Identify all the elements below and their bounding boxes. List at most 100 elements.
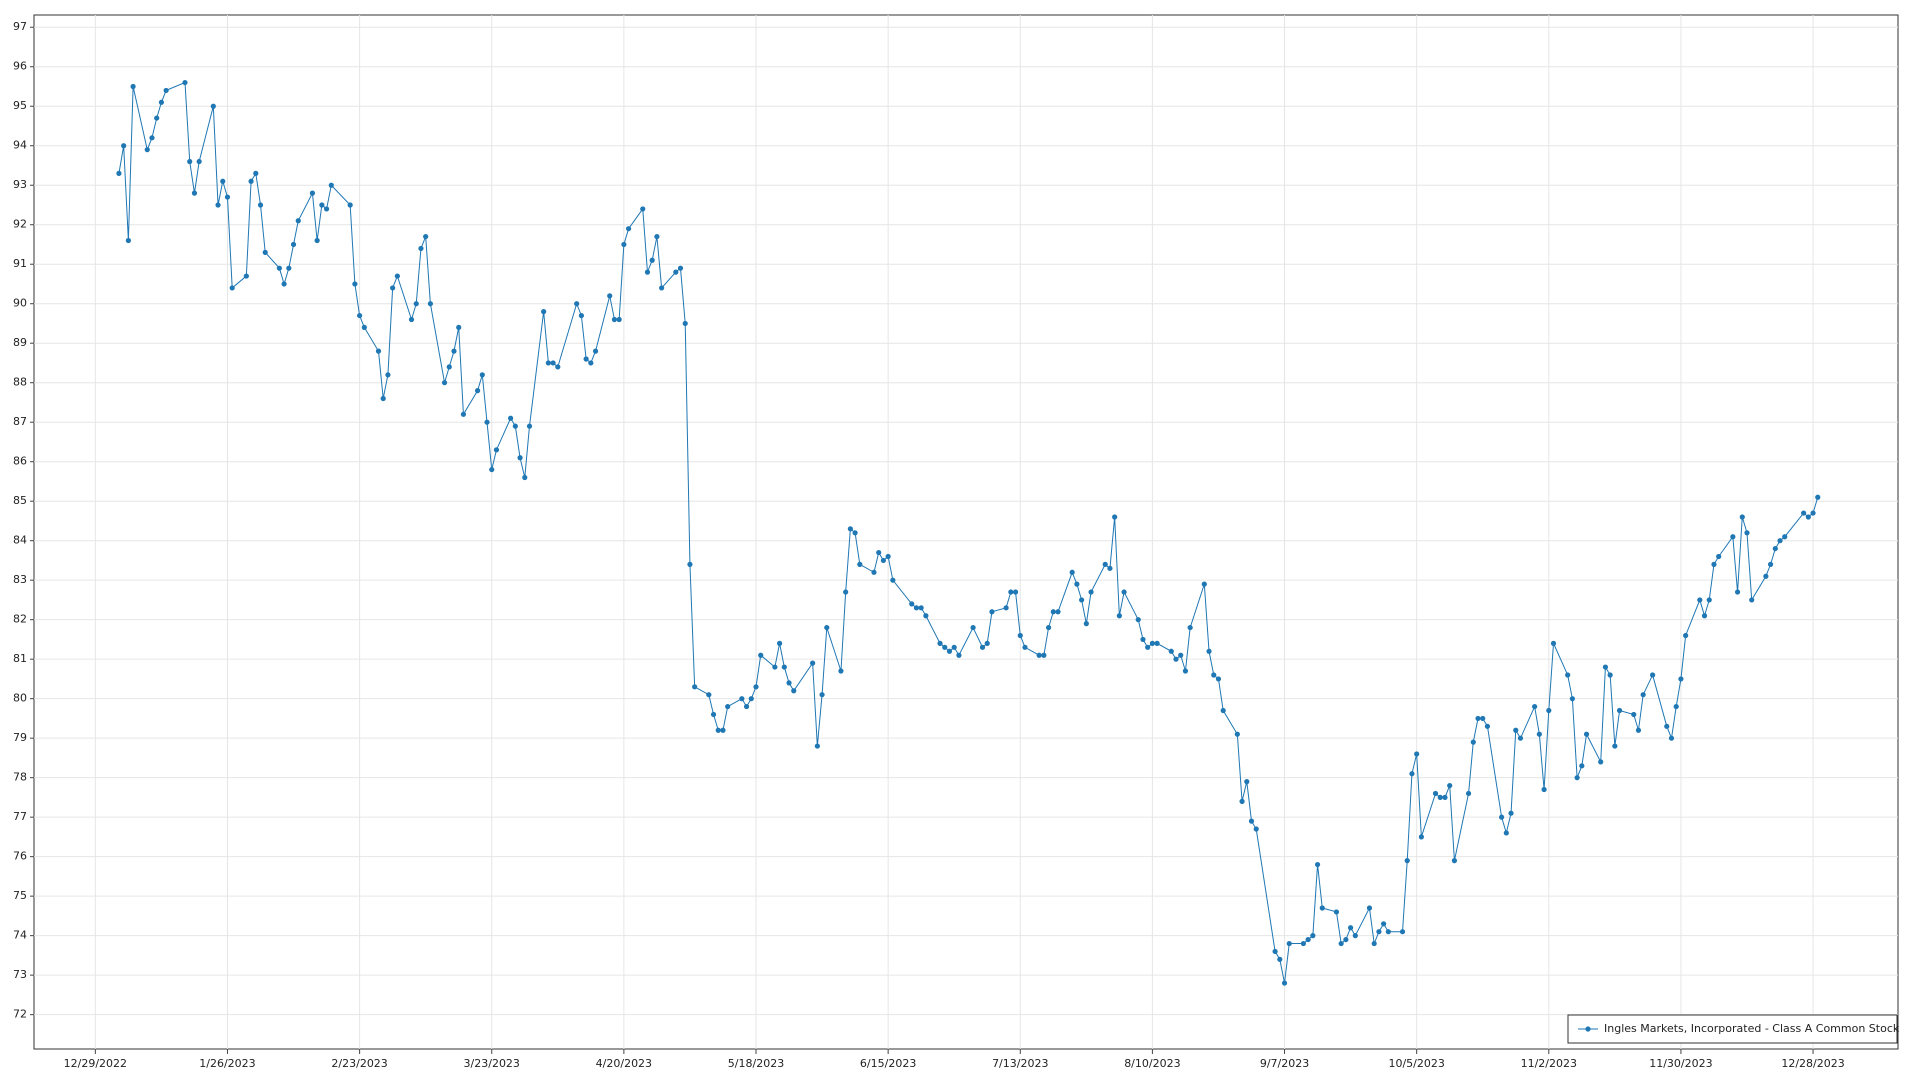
data-point	[541, 309, 547, 315]
y-tick-label: 85	[13, 494, 27, 507]
y-tick-label: 73	[13, 968, 27, 981]
y-tick-label: 76	[13, 850, 27, 863]
data-point	[1772, 545, 1778, 552]
data-point	[574, 301, 580, 307]
data-point	[890, 577, 896, 583]
data-point	[649, 257, 655, 263]
data-point	[644, 269, 651, 275]
data-point	[1121, 589, 1127, 595]
data-point	[1088, 589, 1094, 595]
data-point	[1050, 609, 1056, 615]
data-point	[1201, 581, 1207, 587]
data-point	[375, 348, 382, 354]
data-point	[1734, 589, 1741, 595]
data-point	[1399, 929, 1406, 935]
data-point	[243, 273, 249, 279]
data-point	[673, 269, 679, 275]
data-point	[1347, 925, 1354, 931]
data-point	[1697, 597, 1703, 603]
data-point	[1168, 648, 1174, 654]
data-point	[1499, 814, 1505, 820]
data-point	[1140, 636, 1146, 643]
data-point	[1017, 632, 1023, 639]
data-point	[1281, 980, 1288, 986]
data-point	[725, 703, 731, 710]
data-point	[1079, 597, 1085, 603]
data-point	[715, 727, 721, 733]
y-tick-label: 96	[13, 60, 27, 73]
data-point	[1744, 530, 1750, 536]
data-point	[611, 316, 618, 323]
data-point	[413, 301, 419, 307]
y-tick-label: 92	[13, 218, 27, 231]
data-point	[1012, 589, 1019, 595]
data-point	[743, 703, 750, 710]
data-point	[583, 356, 589, 362]
data-point	[1574, 775, 1580, 781]
data-point	[1465, 790, 1472, 797]
data-point	[196, 158, 202, 165]
data-point	[1376, 929, 1382, 935]
data-point	[677, 265, 684, 271]
data-point	[1022, 644, 1028, 650]
data-point	[847, 526, 853, 532]
data-point	[517, 455, 523, 461]
data-point	[1305, 936, 1311, 943]
data-point	[588, 360, 594, 366]
data-point	[1607, 672, 1613, 678]
data-point	[1749, 597, 1755, 603]
data-point	[1782, 534, 1788, 540]
data-point	[1107, 565, 1113, 571]
data-point	[1550, 640, 1557, 646]
data-point	[1154, 640, 1160, 646]
data-point	[493, 447, 500, 453]
data-point	[1319, 905, 1325, 911]
y-tick-label: 83	[13, 573, 27, 586]
data-point	[446, 364, 452, 370]
data-point	[1612, 743, 1618, 749]
data-point	[1083, 621, 1089, 627]
data-point	[772, 664, 778, 670]
data-point	[1815, 494, 1821, 500]
data-point	[545, 360, 551, 366]
data-point	[182, 79, 188, 86]
data-point	[1036, 652, 1042, 658]
data-point	[253, 170, 259, 176]
x-tick-label: 1/26/2023	[199, 1057, 255, 1070]
data-point	[1678, 676, 1684, 682]
data-point	[1149, 640, 1155, 646]
data-point	[786, 680, 792, 686]
data-point	[328, 182, 334, 188]
x-tick-label: 12/28/2023	[1781, 1057, 1844, 1070]
data-point	[640, 206, 646, 212]
data-point	[474, 388, 481, 394]
data-point	[838, 668, 844, 674]
x-tick-label: 7/13/2023	[992, 1057, 1048, 1070]
data-point	[1664, 723, 1670, 729]
data-point	[1442, 794, 1448, 801]
data-point	[220, 178, 226, 184]
data-point	[1701, 613, 1708, 619]
data-point	[451, 348, 457, 354]
data-point	[1432, 790, 1439, 797]
data-point	[286, 265, 292, 271]
data-point	[1711, 561, 1717, 567]
data-point	[1102, 561, 1108, 567]
data-point	[1234, 731, 1240, 737]
data-point	[550, 360, 556, 366]
y-tick-label: 82	[13, 613, 27, 626]
data-point	[1409, 771, 1415, 777]
data-point	[592, 348, 599, 354]
data-point	[1338, 940, 1344, 947]
data-point	[781, 664, 787, 670]
data-point	[1583, 731, 1590, 737]
x-tick-label: 4/20/2023	[596, 1057, 652, 1070]
data-point	[753, 684, 759, 690]
data-point	[1145, 644, 1151, 650]
data-point	[512, 423, 518, 429]
y-tick-label: 86	[13, 455, 27, 468]
data-point	[1801, 510, 1807, 516]
data-point	[1650, 672, 1656, 678]
data-point	[1451, 858, 1458, 864]
